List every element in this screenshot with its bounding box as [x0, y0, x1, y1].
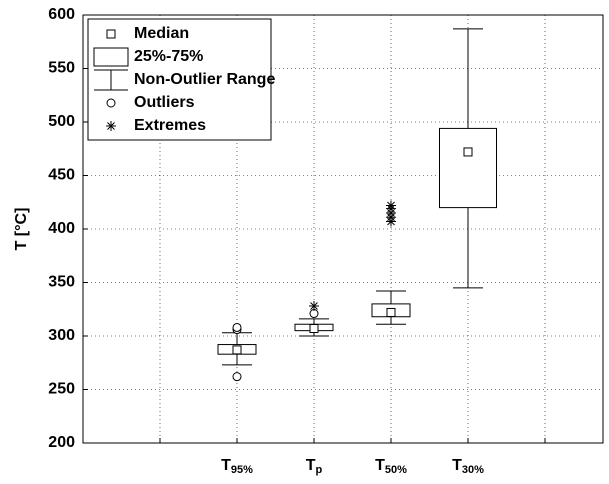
- legend-label: Non-Outlier Range: [134, 71, 275, 88]
- legend-label: 25%-75%: [134, 48, 203, 65]
- y-tick-label: 400: [48, 220, 75, 237]
- legend-frame: [87, 18, 272, 141]
- legend-symbol: [106, 98, 116, 108]
- x-tick-label-base: T: [306, 457, 316, 474]
- legend-label: Median: [134, 25, 189, 42]
- y-tick-label: 600: [48, 6, 75, 23]
- median: [232, 345, 242, 355]
- x-tick-label-base: T: [221, 457, 231, 474]
- y-tick-label: 500: [48, 113, 75, 130]
- y-tick-label: 550: [48, 60, 75, 77]
- extreme: [309, 301, 319, 312]
- y-axis-label: T [°C]: [13, 208, 30, 251]
- x-tick-label-sub: 50%: [385, 464, 407, 476]
- x-tick-label: T95%: [221, 457, 253, 476]
- plot-frame: [82, 14, 604, 444]
- outlier: [232, 372, 242, 382]
- legend-label: Outliers: [134, 94, 195, 111]
- extreme: [386, 200, 396, 211]
- x-tick-label: T30%: [452, 457, 484, 476]
- legend-symbol: [106, 121, 116, 131]
- y-tick-label: 200: [48, 434, 75, 451]
- median: [386, 307, 396, 317]
- x-tick-label: T50%: [375, 457, 407, 476]
- x-tick-label-base: T: [375, 457, 385, 474]
- y-tick-label: 250: [48, 381, 75, 398]
- y-tick-label: 300: [48, 327, 75, 344]
- legend-symbol: [106, 29, 116, 39]
- median: [463, 147, 473, 157]
- x-tick-label-sub: 95%: [231, 464, 253, 476]
- outlier: [232, 322, 242, 332]
- x-tick-label-sub: 30%: [462, 464, 484, 476]
- y-tick-label: 350: [48, 274, 75, 291]
- legend-symbol: [93, 47, 129, 67]
- y-tick-label: 450: [48, 167, 75, 184]
- x-tick-label: Tp: [306, 457, 323, 476]
- box: [439, 127, 497, 209]
- x-tick-label-sub: p: [316, 464, 323, 476]
- legend-symbol: [94, 69, 128, 91]
- x-tick-label-base: T: [452, 457, 462, 474]
- legend-label: Extremes: [134, 117, 206, 134]
- median: [309, 324, 319, 334]
